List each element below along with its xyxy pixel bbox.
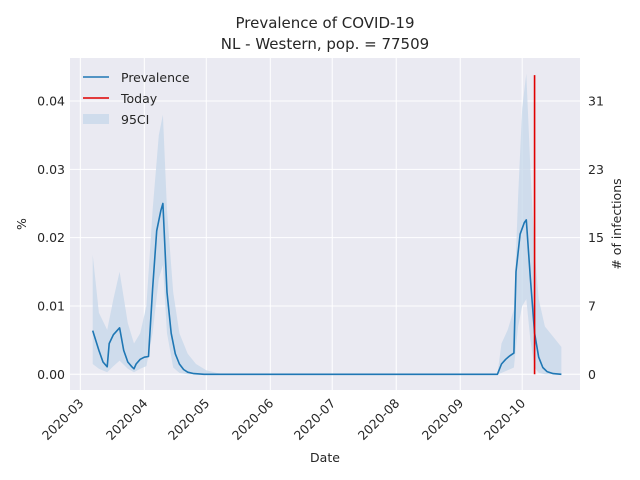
x-tick-label: 2020-07 (291, 396, 339, 444)
ci-band-layer (92, 73, 562, 375)
y-right-axis-label: # of infections (609, 178, 624, 269)
chart-title-line1: Prevalence of COVID-19 (235, 14, 414, 32)
prevalence-line (91, 202, 562, 376)
x-axis-ticks: 2020-03 2020-04 2020-05 2020-06 2020-07 2020-… (39, 395, 528, 443)
y-right-tick-label: 31 (588, 94, 604, 109)
x-tick-label: 2020-05 (165, 396, 213, 444)
y-left-tick-label: 0.01 (37, 298, 65, 313)
y-right-tick-label: 0 (588, 367, 596, 382)
y-right-tick-label: 15 (588, 230, 604, 245)
y-left-tick-label: 0.00 (37, 367, 65, 382)
chart-title: Prevalence of COVID-19 NL - Western, pop… (221, 14, 429, 53)
x-tick-label: 2020-08 (355, 395, 403, 443)
y-left-tick-label: 0.04 (37, 94, 65, 109)
legend-label-prevalence: Prevalence (121, 70, 190, 85)
x-tick-label: 2020-06 (229, 395, 277, 443)
y-left-tick-label: 0.02 (37, 230, 65, 245)
x-tick-label: 2020-09 (419, 395, 467, 443)
legend: Prevalence Today 95CI (83, 70, 190, 127)
legend-label-95ci: 95CI (121, 112, 149, 127)
chart-title-line2: NL - Western, pop. = 77509 (221, 35, 429, 53)
ci-band (92, 114, 225, 375)
y-left-tick-label: 0.03 (37, 162, 65, 177)
legend-label-today: Today (120, 91, 158, 106)
y-left-axis-ticks: 0.00 0.01 0.02 0.03 0.04 (37, 94, 65, 382)
y-right-axis-ticks: 0 7 15 23 31 (588, 94, 604, 382)
ci-band (497, 73, 562, 375)
x-tick-label: 2020-10 (481, 395, 529, 443)
x-axis-label: Date (310, 450, 340, 465)
y-right-tick-label: 7 (588, 298, 596, 313)
x-tick-label: 2020-03 (39, 396, 87, 444)
x-tick-label: 2020-04 (103, 395, 151, 443)
y-right-tick-label: 23 (588, 162, 604, 177)
legend-swatch-95ci (83, 114, 109, 124)
prevalence-line-layer (91, 202, 562, 376)
y-left-axis-label: % (14, 218, 29, 230)
